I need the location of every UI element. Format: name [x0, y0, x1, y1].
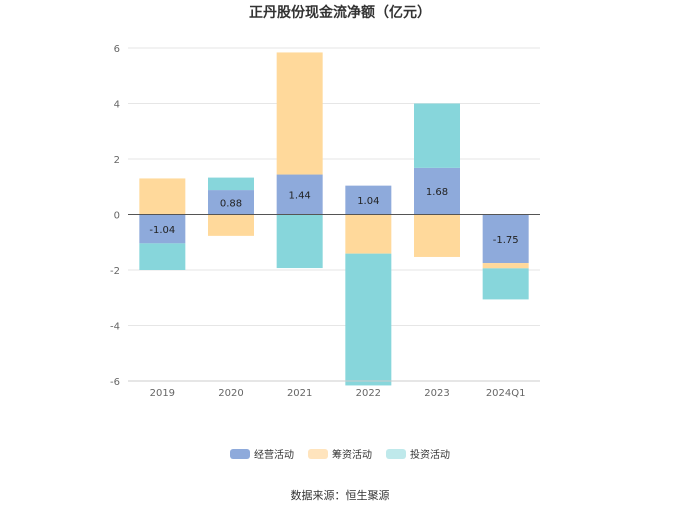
legend-swatch-operating [230, 448, 250, 459]
y-tick-label: -2 [110, 266, 120, 277]
bar-segment-operating [482, 214, 529, 264]
data-source-note: 数据来源：恒生聚源 [290, 489, 390, 502]
bar-segment-operating [414, 167, 460, 215]
bar-segment-operating [208, 190, 254, 215]
legend-label-financing: 筹资活动 [332, 450, 372, 461]
legend-swatch-financing [308, 448, 328, 459]
x-tick-label: 2021 [287, 388, 312, 399]
bar-segment-operating [276, 174, 323, 215]
x-tick-label: 2019 [150, 388, 175, 399]
bar-segment-financing [482, 263, 529, 269]
x-tick-label: 2024Q1 [486, 388, 526, 399]
bar-segment-investing [276, 214, 323, 269]
chart-title: 正丹股份现金流净额（亿元） [249, 5, 431, 21]
chart-legend: 经营活动 筹资活动 投资活动 [0, 446, 680, 461]
data-label: 1.04 [357, 196, 379, 207]
x-tick-label: 2023 [424, 388, 449, 399]
data-label: 1.68 [426, 187, 448, 198]
data-label: -1.75 [493, 235, 519, 246]
bar-segment-investing [482, 268, 529, 300]
bar-segment-financing [276, 52, 323, 175]
bar-segment-financing [139, 178, 186, 215]
x-tick-label: 2022 [356, 388, 381, 399]
y-tick-label: 2 [114, 155, 120, 166]
bar-segment-investing [208, 177, 254, 191]
y-tick-label: -6 [110, 377, 120, 388]
legend-label-operating: 经营活动 [254, 450, 294, 461]
data-label: 0.88 [220, 198, 242, 209]
legend-item-investing[interactable]: 投资活动 [386, 446, 450, 461]
bar-segment-operating [345, 185, 392, 215]
y-tick-label: -4 [110, 322, 120, 333]
bar-segment-financing [208, 214, 254, 236]
legend-item-financing[interactable]: 筹资活动 [308, 446, 372, 461]
bar-segment-financing [345, 214, 392, 254]
data-label: -1.04 [149, 225, 175, 236]
data-label: 1.44 [289, 191, 311, 202]
y-tick-label: 6 [114, 44, 120, 55]
legend-swatch-investing [386, 448, 406, 459]
x-tick-label: 2020 [218, 388, 243, 399]
legend-item-operating[interactable]: 经营活动 [230, 446, 294, 461]
legend-label-investing: 投资活动 [410, 450, 450, 461]
bar-segment-operating [139, 214, 186, 244]
y-tick-label: 0 [114, 211, 120, 222]
bar-segment-investing [414, 103, 460, 168]
bar-segment-investing [139, 243, 186, 270]
y-tick-label: 4 [114, 100, 120, 111]
bar-segment-financing [414, 214, 460, 257]
bar-segment-investing [345, 253, 392, 386]
